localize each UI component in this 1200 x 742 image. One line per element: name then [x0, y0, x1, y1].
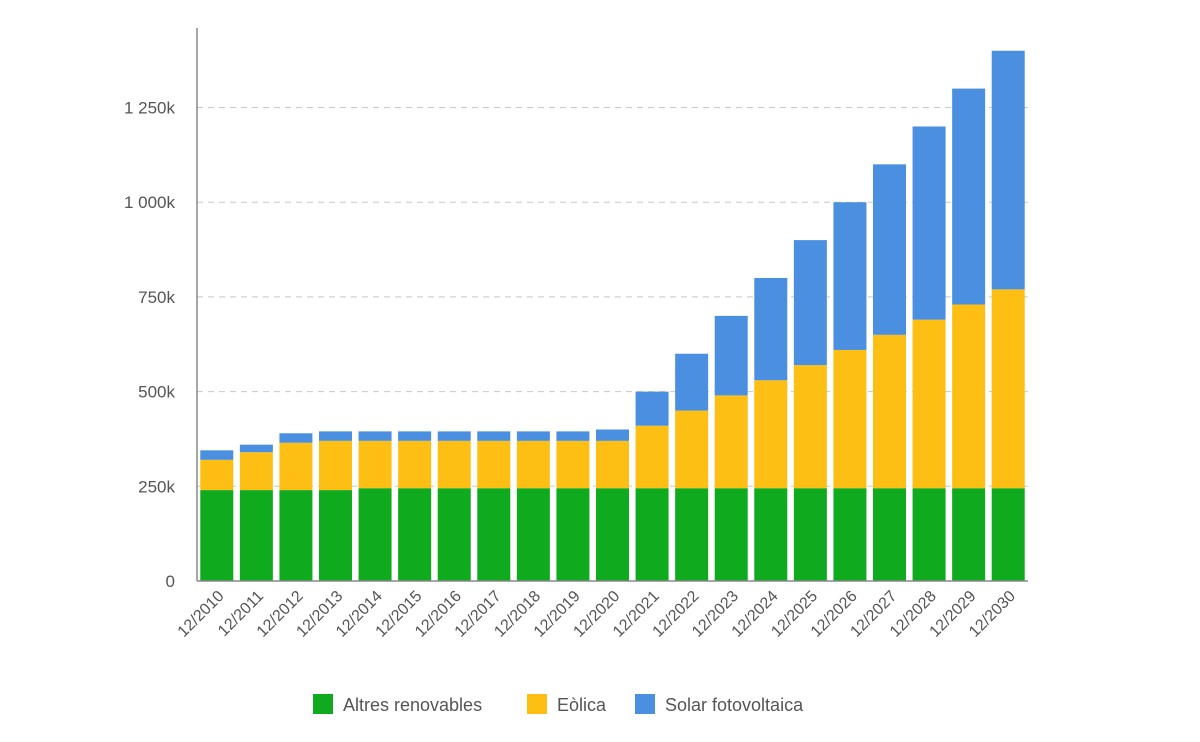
legend-label: Eòlica — [557, 695, 607, 715]
y-tick-label: 500k — [138, 383, 175, 402]
bar-segment-altres-renovables — [358, 488, 392, 581]
bar-segment-altres-renovables — [675, 488, 709, 581]
bar-segment-altres-renovables — [754, 488, 788, 581]
bar-segment-altres-renovables — [873, 488, 906, 581]
bar-segment-solar-fotovoltaica — [477, 431, 511, 441]
y-tick-label: 750k — [138, 288, 175, 307]
bar-segment-e-lica — [714, 395, 748, 489]
legend-label: Solar fotovoltaica — [665, 695, 804, 715]
bar-segment-solar-fotovoltaica — [596, 429, 629, 441]
bar-segment-e-lica — [793, 365, 827, 489]
bar-segment-altres-renovables — [437, 488, 471, 581]
bar-segment-e-lica — [477, 440, 511, 489]
bar-segment-e-lica — [279, 442, 313, 491]
bar-segment-e-lica — [239, 452, 273, 491]
bar-segment-altres-renovables — [833, 488, 867, 581]
y-tick-label: 250k — [138, 477, 175, 496]
bar-segment-altres-renovables — [477, 488, 511, 581]
bar-segment-e-lica — [596, 440, 629, 489]
bar-segment-e-lica — [873, 334, 906, 489]
bar-segment-solar-fotovoltaica — [200, 450, 234, 460]
bar-segment-solar-fotovoltaica — [516, 431, 550, 441]
bar-segment-altres-renovables — [714, 488, 748, 581]
bar-segment-solar-fotovoltaica — [437, 431, 471, 441]
bar-segment-e-lica — [754, 380, 788, 489]
legend-swatch — [313, 694, 333, 714]
legend-label: Altres renovables — [343, 695, 482, 715]
y-tick-label: 0 — [166, 572, 175, 591]
legend-swatch — [527, 694, 547, 714]
bar-segment-e-lica — [319, 440, 352, 491]
bar-segment-e-lica — [991, 289, 1025, 489]
bar-segment-solar-fotovoltaica — [833, 202, 867, 350]
bar-segment-altres-renovables — [991, 488, 1025, 581]
bar-segment-solar-fotovoltaica — [675, 353, 709, 411]
bar-segment-solar-fotovoltaica — [912, 126, 946, 320]
bar-segment-altres-renovables — [319, 490, 352, 581]
bar-segment-altres-renovables — [398, 488, 432, 581]
legend-swatch — [635, 694, 655, 714]
bar-segment-e-lica — [912, 319, 946, 489]
bar-segment-solar-fotovoltaica — [398, 431, 432, 441]
bar-segment-solar-fotovoltaica — [793, 240, 827, 366]
bar-segment-e-lica — [556, 440, 590, 489]
bar-segment-altres-renovables — [516, 488, 550, 581]
bar-segment-e-lica — [675, 410, 709, 489]
y-tick-label: 1 250k — [124, 99, 176, 118]
bar-segment-solar-fotovoltaica — [279, 433, 313, 443]
bar-segment-e-lica — [200, 459, 234, 491]
bar-segment-solar-fotovoltaica — [358, 431, 392, 441]
bar-segment-altres-renovables — [596, 488, 629, 581]
bar-segment-e-lica — [358, 440, 392, 489]
bar-segment-altres-renovables — [635, 488, 669, 581]
bar-segment-solar-fotovoltaica — [714, 315, 748, 396]
y-tick-label: 1 000k — [124, 193, 176, 212]
bar-segment-altres-renovables — [793, 488, 827, 581]
bar-segment-solar-fotovoltaica — [556, 431, 590, 441]
bar-segment-solar-fotovoltaica — [239, 444, 273, 453]
bar-segment-e-lica — [437, 440, 471, 489]
bar-segment-altres-renovables — [200, 490, 234, 581]
bar-segment-solar-fotovoltaica — [319, 431, 352, 441]
bar-segment-solar-fotovoltaica — [991, 50, 1025, 290]
bar-segment-altres-renovables — [279, 490, 313, 581]
bar-segment-altres-renovables — [556, 488, 590, 581]
bar-segment-altres-renovables — [912, 488, 946, 581]
bar-segment-altres-renovables — [952, 488, 986, 581]
bar-segment-e-lica — [516, 440, 550, 489]
bar-segment-solar-fotovoltaica — [754, 277, 788, 381]
bar-segment-altres-renovables — [239, 490, 273, 581]
bar-segment-e-lica — [398, 440, 432, 489]
bar-segment-solar-fotovoltaica — [952, 88, 986, 305]
bar-segment-e-lica — [833, 349, 867, 489]
bar-segment-solar-fotovoltaica — [873, 164, 906, 335]
bar-segment-solar-fotovoltaica — [635, 391, 669, 426]
bar-segment-e-lica — [952, 304, 986, 489]
bar-segment-e-lica — [635, 425, 669, 489]
